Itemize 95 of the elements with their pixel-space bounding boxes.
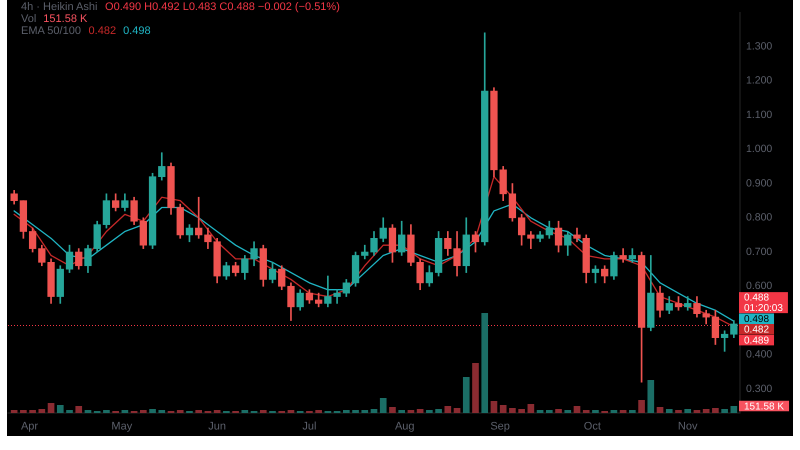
bar bbox=[29, 410, 36, 413]
bar bbox=[416, 409, 424, 413]
bar bbox=[574, 406, 580, 413]
annotation: O0.490 H0.492 L0.483 C0.488 −0.002 (−0.51%) bbox=[105, 1, 340, 14]
bar bbox=[288, 410, 294, 413]
bar bbox=[555, 409, 562, 413]
x-tick-label: Jun bbox=[208, 420, 226, 433]
bar bbox=[158, 410, 166, 413]
bar bbox=[48, 403, 54, 413]
y-tick-label: 0.700 bbox=[746, 246, 772, 258]
bar bbox=[195, 410, 202, 413]
bar bbox=[214, 410, 220, 413]
bar bbox=[66, 410, 73, 413]
y-tick-label: 0.400 bbox=[746, 348, 772, 361]
x-tick-label: May bbox=[111, 420, 133, 433]
bar bbox=[610, 410, 618, 413]
bar bbox=[620, 410, 626, 413]
x-tick-label: Jul bbox=[302, 420, 316, 433]
bar bbox=[38, 409, 46, 413]
bar bbox=[509, 408, 516, 413]
x-tick-label: Oct bbox=[584, 420, 601, 433]
bar bbox=[149, 409, 156, 413]
bar bbox=[122, 410, 128, 413]
bar bbox=[536, 410, 544, 413]
text: 01:20:03 bbox=[744, 303, 784, 314]
y-tick-label: 1.300 bbox=[746, 40, 772, 52]
bar bbox=[500, 405, 506, 413]
bar bbox=[140, 410, 147, 413]
bar bbox=[454, 408, 460, 413]
text: 151.58 K bbox=[744, 401, 784, 412]
bar bbox=[242, 410, 248, 413]
bar bbox=[592, 410, 599, 413]
bar bbox=[444, 406, 452, 413]
bar bbox=[408, 410, 414, 413]
bar bbox=[684, 409, 692, 413]
ref-line-label: 0.488 bbox=[744, 292, 770, 304]
bar bbox=[103, 410, 110, 413]
bar bbox=[10, 410, 18, 413]
bar bbox=[260, 410, 267, 413]
bar bbox=[361, 410, 368, 413]
annotation: EMA 50/100 bbox=[21, 25, 81, 38]
bar bbox=[426, 410, 433, 413]
bar bbox=[389, 407, 396, 413]
bar bbox=[546, 410, 553, 413]
bar bbox=[20, 410, 27, 413]
y-tick-label: 0.800 bbox=[746, 212, 772, 224]
y-tick-label: 0.300 bbox=[746, 382, 772, 395]
y-tick-label: 1.100 bbox=[746, 108, 772, 121]
y-tick-label: 0.900 bbox=[746, 177, 772, 190]
bar bbox=[666, 409, 673, 413]
bar bbox=[656, 407, 664, 413]
y-tick-label: 0.600 bbox=[746, 280, 772, 292]
bar bbox=[702, 409, 710, 413]
chart-title: 4h · Heikin Ashi bbox=[21, 1, 98, 14]
bar bbox=[435, 409, 442, 413]
bar bbox=[518, 409, 525, 413]
bar bbox=[176, 410, 184, 413]
y-tick-label: 1.200 bbox=[746, 74, 772, 87]
bar bbox=[629, 410, 636, 413]
text: 0.482 bbox=[88, 25, 116, 38]
bar bbox=[675, 410, 682, 413]
bar bbox=[75, 406, 82, 413]
bar bbox=[398, 410, 406, 413]
bar bbox=[315, 410, 322, 413]
bar bbox=[647, 380, 654, 413]
bar bbox=[564, 410, 572, 413]
bar bbox=[352, 410, 359, 413]
x-tick-label: Sep bbox=[490, 420, 510, 433]
bar bbox=[490, 401, 498, 413]
bar bbox=[380, 398, 387, 413]
bar bbox=[528, 404, 534, 413]
chart-title: Vol bbox=[21, 13, 36, 26]
text: 0.498 bbox=[123, 25, 151, 38]
text: 0.489 bbox=[744, 335, 770, 346]
bar bbox=[472, 363, 479, 413]
annotation: 151.58 K bbox=[43, 13, 88, 26]
bar bbox=[582, 410, 590, 413]
x-tick-label: Aug bbox=[394, 420, 415, 433]
data-label: 0.482 bbox=[744, 324, 770, 336]
bar bbox=[694, 410, 700, 413]
candlestick bbox=[592, 265, 600, 284]
bar bbox=[56, 405, 64, 413]
bar bbox=[462, 377, 470, 413]
y-tick-label: 1.000 bbox=[746, 143, 772, 156]
bar bbox=[638, 400, 645, 413]
bar bbox=[370, 409, 378, 413]
bar bbox=[730, 406, 738, 413]
x-tick-label: Nov bbox=[678, 420, 698, 433]
bar bbox=[712, 408, 719, 413]
bar bbox=[343, 410, 350, 413]
bar bbox=[481, 313, 488, 413]
x-tick-label: Apr bbox=[20, 420, 38, 433]
bar bbox=[721, 409, 728, 413]
bar bbox=[84, 410, 92, 413]
data-label: 0.498 bbox=[744, 314, 770, 325]
